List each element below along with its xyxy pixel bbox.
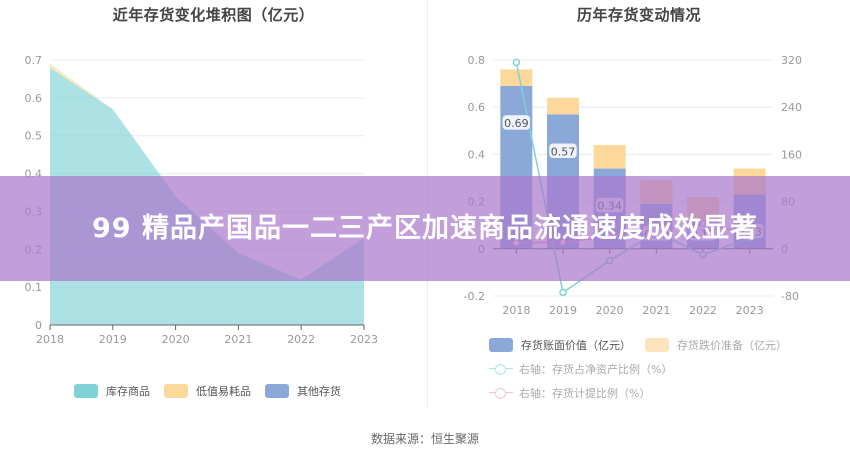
line-marker-icon xyxy=(489,386,513,400)
legend-label[interactable]: 右轴：存货计提比例（%） xyxy=(519,387,651,400)
headline-banner: 99 精品产国品一二三产区加速商品流通速度成效显著 xyxy=(0,176,850,281)
legend-label[interactable]: 低值易耗品 xyxy=(196,385,251,398)
svg-text:2022: 2022 xyxy=(287,333,315,346)
headline-text: 99 精品产国品一二三产区加速商品流通速度成效显著 xyxy=(92,212,758,244)
legend-label[interactable]: 存货跌价准备（亿元） xyxy=(677,339,787,352)
svg-text:240: 240 xyxy=(781,101,802,114)
svg-text:0.1: 0.1 xyxy=(25,281,43,294)
svg-text:2018: 2018 xyxy=(502,304,530,317)
svg-text:2022: 2022 xyxy=(689,304,717,317)
svg-text:2023: 2023 xyxy=(736,304,764,317)
svg-text:2019: 2019 xyxy=(99,333,127,346)
svg-text:-80: -80 xyxy=(781,290,799,303)
line-marker-icon xyxy=(489,362,513,376)
legend-label[interactable]: 库存商品 xyxy=(106,385,150,398)
legend-label[interactable]: 右轴：存货占净资产比例（%） xyxy=(519,363,673,376)
legend-swatch-teal xyxy=(74,384,98,398)
right-legend-row-2: 右轴：存货占净资产比例（%） xyxy=(489,361,686,377)
svg-text:0.69: 0.69 xyxy=(504,117,529,130)
svg-text:2020: 2020 xyxy=(162,333,190,346)
svg-text:160: 160 xyxy=(781,148,802,161)
right-legend-row-3: 右轴：存货计提比例（%） xyxy=(489,385,664,401)
legend-label[interactable]: 其他存货 xyxy=(297,385,341,398)
legend-swatch-orange xyxy=(164,384,188,398)
right-chart-title: 历年存货变动情况 xyxy=(576,6,701,24)
svg-text:0: 0 xyxy=(35,319,42,332)
legend-label[interactable]: 存货账面价值（亿元） xyxy=(521,339,631,352)
svg-text:2023: 2023 xyxy=(350,333,378,346)
legend-swatch-light-orange xyxy=(645,338,669,352)
svg-text:0.6: 0.6 xyxy=(25,92,43,105)
svg-text:2021: 2021 xyxy=(642,304,670,317)
svg-text:2019: 2019 xyxy=(549,304,577,317)
svg-text:320: 320 xyxy=(781,54,802,67)
svg-text:0.57: 0.57 xyxy=(551,145,576,158)
svg-text:2020: 2020 xyxy=(596,304,624,317)
legend-swatch-blue xyxy=(489,338,513,352)
right-chart-panel: 历年存货变动情况 xyxy=(428,0,850,420)
svg-text:0.4: 0.4 xyxy=(468,148,486,161)
svg-text:2021: 2021 xyxy=(224,333,252,346)
svg-text:0.8: 0.8 xyxy=(468,54,486,67)
left-chart-title: 近年存货变化堆积图（亿元） xyxy=(112,6,315,24)
svg-text:2018: 2018 xyxy=(36,333,64,346)
legend-swatch-blue xyxy=(265,384,289,398)
data-source: 数据来源：恒生聚源 xyxy=(370,432,479,446)
svg-text:0.5: 0.5 xyxy=(25,130,43,143)
svg-text:0.7: 0.7 xyxy=(25,54,43,67)
svg-text:-0.2: -0.2 xyxy=(464,290,485,303)
right-legend-row-1: 存货账面价值（亿元） 存货跌价准备（亿元） xyxy=(489,337,801,353)
svg-text:0.6: 0.6 xyxy=(468,101,486,114)
left-chart-legend: 库存商品 低值易耗品 其他存货 xyxy=(74,383,355,399)
